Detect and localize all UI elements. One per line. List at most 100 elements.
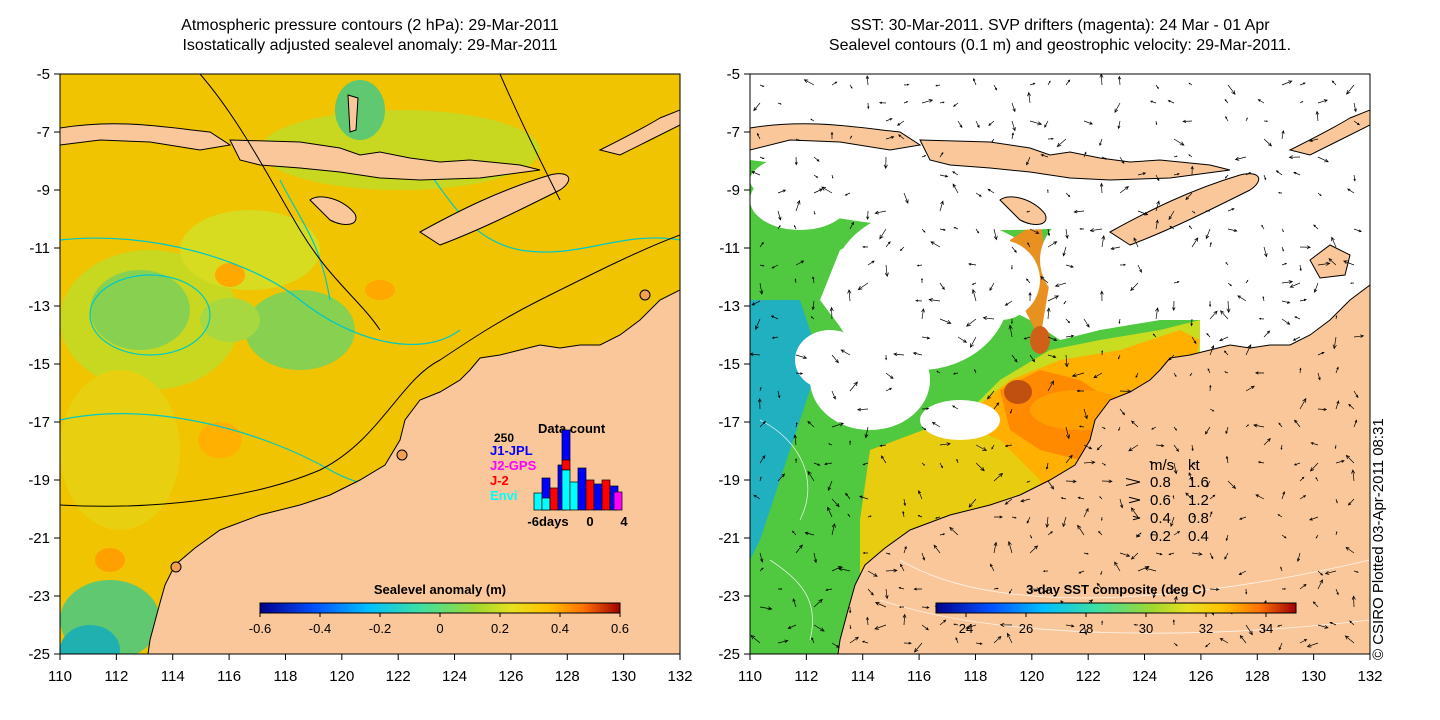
velocity-arrow [975, 228, 980, 234]
velocity-arrow [1306, 642, 1319, 648]
velocity-arrow [952, 372, 959, 375]
velocity-arrow [849, 624, 852, 630]
velocity-arrow [1065, 334, 1075, 338]
velocity-arrow [885, 372, 894, 380]
velocity-arrow [1027, 91, 1031, 104]
velocity-arrow [1065, 228, 1069, 239]
velocity-arrow [1191, 336, 1197, 345]
velocity-arrow [1152, 333, 1157, 338]
velocity-arrow [1076, 389, 1085, 393]
velocity-arrow [1137, 532, 1142, 536]
velocity-arrow [912, 352, 923, 356]
velocity-arrow [787, 624, 797, 629]
velocity-arrow [1144, 566, 1157, 572]
velocity-arrow [975, 192, 982, 197]
velocity-arrow [1151, 426, 1157, 430]
velocity-arrow [903, 83, 910, 86]
velocity-arrow [1098, 530, 1103, 536]
right-title-line1: SST: 30-Mar-2011. SVP drifters (magenta)… [850, 17, 1270, 34]
velocity-arrow [1237, 295, 1247, 302]
velocity-arrow [1288, 155, 1301, 160]
velocity-arrow [993, 402, 1000, 410]
velocity-arrow [1173, 138, 1185, 146]
lon-tick-label: 120 [1019, 668, 1044, 685]
velocity-arrow [885, 354, 888, 361]
right-land [750, 109, 1370, 654]
velocity-arrow [1073, 209, 1085, 214]
velocity-arrow [930, 241, 941, 248]
colorbar-tick-label: -0.6 [249, 621, 271, 636]
velocity-arrow [1093, 372, 1103, 379]
velocity-arrow [1065, 192, 1071, 198]
velocity-arrow [1117, 354, 1121, 360]
velocity-arrow [777, 210, 782, 221]
velocity-arrow [972, 77, 977, 86]
velocity-arrow [1169, 225, 1175, 230]
velocity-arrow [867, 588, 874, 596]
velocity-arrow [795, 199, 801, 212]
velocity-arrow [916, 264, 923, 267]
velocity-arrow [1299, 476, 1305, 482]
velocity-arrow [951, 405, 959, 410]
velocity-arrow [1173, 173, 1180, 176]
velocity-arrow [1209, 511, 1213, 518]
velocity-arrow [898, 134, 905, 140]
velocity-arrow [1083, 507, 1089, 518]
velocity-arrow [803, 79, 815, 86]
velocity-arrow [831, 422, 845, 428]
velocity-arrow [1317, 192, 1322, 197]
velocity-arrow [1263, 624, 1266, 633]
velocity-arrow [953, 226, 959, 230]
velocity-arrow [1335, 366, 1339, 374]
lat-tick-label: -25 [28, 646, 50, 663]
velocity-arrow [874, 210, 887, 215]
velocity-arrow [1101, 479, 1113, 484]
velocity-arrow [1191, 552, 1203, 556]
velocity-arrow [921, 99, 934, 104]
velocity-arrow [1062, 246, 1067, 257]
velocity-arrow [840, 349, 851, 356]
velocity-arrow [1027, 242, 1031, 248]
velocity-arrow [1205, 228, 1211, 240]
lat-tick-label: -13 [28, 298, 50, 315]
velocity-arrow [825, 588, 833, 592]
velocity-arrow [921, 462, 926, 466]
velocity-arrow [1173, 444, 1179, 452]
velocity-arrow [920, 277, 923, 283]
velocity-arrow [795, 458, 798, 464]
right-title-line2: Sealevel contours (0.1 m) and geostrophi… [828, 37, 1292, 54]
left-map [60, 74, 680, 654]
velocity-arrow [1209, 494, 1216, 500]
velocity-arrow [971, 288, 977, 302]
velocity-arrow [1172, 300, 1176, 312]
velocity-arrow [831, 354, 839, 364]
velocity-arrow [1294, 419, 1301, 428]
velocity-arrow [757, 397, 762, 410]
lat-tick-label: -7 [37, 124, 50, 141]
velocity-arrow [1047, 80, 1051, 86]
velocity-arrow [879, 228, 887, 240]
velocity-arrow [1209, 552, 1214, 560]
velocity-arrow [1172, 495, 1175, 500]
velocity-arrow [1150, 100, 1157, 104]
velocity-arrow [993, 635, 1002, 644]
velocity-arrow [1047, 531, 1053, 536]
velocity-arrow [1332, 336, 1337, 350]
velocity-arrow [994, 515, 1003, 519]
velocity-arrow [1275, 170, 1283, 176]
velocity-arrow [1245, 624, 1253, 636]
lat-tick-label: -17 [718, 414, 740, 431]
velocity-arrow [1294, 316, 1301, 320]
velocity-legend-ms: 0.4 [1150, 510, 1171, 527]
velocity-arrow [828, 443, 833, 446]
velocity-arrows [750, 74, 1365, 653]
velocity-arrow [827, 480, 833, 492]
velocity-arrow [1308, 138, 1319, 142]
velocity-arrow [831, 523, 836, 536]
velocity-arrow [1345, 546, 1355, 554]
velocity-arrow [759, 476, 762, 482]
velocity-arrow [1168, 354, 1175, 361]
velocity-arrow [1047, 241, 1058, 248]
velocity-arrow [1310, 442, 1319, 446]
velocity-arrow [1353, 102, 1357, 113]
